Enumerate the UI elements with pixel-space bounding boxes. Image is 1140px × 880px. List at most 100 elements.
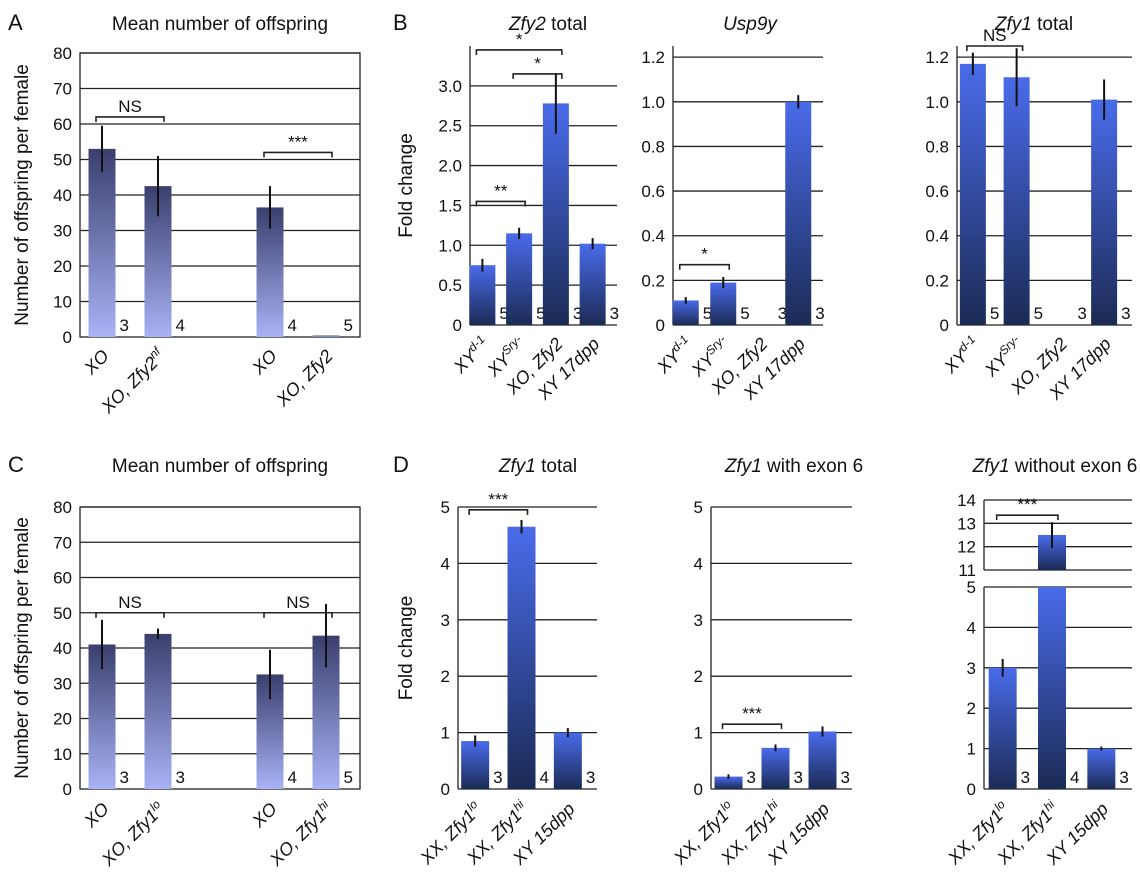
sample-size-label: 4 (1070, 768, 1079, 787)
sample-size-label: 5 (499, 304, 508, 323)
y-tick-label: 3.0 (438, 77, 462, 96)
y-tick-label: 80 (53, 44, 72, 63)
plot-frame (79, 506, 361, 790)
y-tick-label: 0 (967, 780, 976, 799)
bar (808, 731, 837, 789)
y-tick-label: 5 (967, 578, 976, 597)
sample-size-label: 3 (747, 768, 756, 787)
y-tick-label: 0 (63, 328, 72, 347)
y-tick-label: 4 (967, 618, 976, 637)
bar (507, 526, 536, 789)
bar (1091, 99, 1118, 326)
significance-label: *** (288, 132, 308, 151)
sample-size-label: 5 (703, 304, 712, 323)
y-tick-label: 1 (441, 724, 450, 743)
significance-bracket (995, 514, 1059, 521)
category-label: XO (80, 346, 113, 379)
y-tick-label: 13 (957, 514, 976, 533)
significance-bracket (475, 49, 563, 55)
panel-b3: Zfy1 total00.20.40.60.81.01.25XYd-15XYSr… (925, 14, 1132, 404)
sample-size-label: 3 (610, 304, 619, 323)
significance-bracket (263, 611, 333, 618)
bar (988, 667, 1017, 789)
y-axis-label: Number of offspring per female (12, 517, 33, 779)
significance-bracket (263, 151, 333, 158)
bar (461, 741, 490, 789)
y-axis-label: Fold change (396, 133, 417, 238)
y-tick-label: 0.6 (925, 182, 949, 201)
bar (312, 335, 340, 337)
y-tick-label: 10 (53, 293, 72, 312)
category-label: XYd-1 (651, 332, 697, 378)
y-tick-label: 1.0 (925, 93, 949, 112)
sample-size-label: 3 (794, 768, 803, 787)
y-tick-label: 0.4 (925, 227, 949, 246)
bar (1038, 587, 1066, 789)
panel-label: D (393, 452, 409, 477)
bar (506, 233, 533, 325)
sample-size-label: 5 (344, 316, 353, 335)
significance-bracket (468, 509, 529, 515)
y-tick-label: 2 (694, 667, 703, 686)
significance-label: * (701, 245, 708, 264)
sample-size-label: 4 (288, 768, 297, 787)
y-tick-label: 0.5 (438, 276, 462, 295)
significance-label: * (534, 54, 541, 73)
sample-size-label: 3 (176, 768, 185, 787)
significance-label: *** (488, 490, 508, 509)
y-tick-label: 40 (53, 639, 72, 658)
panel-a: A Mean number of offspring Number of offsp… (8, 10, 361, 418)
sample-size-label: 5 (344, 768, 353, 787)
y-tick-label: 60 (53, 569, 72, 588)
y-tick-label: 20 (53, 710, 72, 729)
y-tick-label: 50 (53, 604, 72, 623)
sample-size-label: 3 (778, 304, 787, 323)
y-tick-label: 3 (441, 611, 450, 630)
significance-label: * (516, 30, 523, 49)
significance-bracket (966, 45, 1024, 51)
bar (553, 732, 582, 789)
y-tick-label: 5 (441, 498, 450, 517)
sample-size-label: 3 (120, 316, 129, 335)
bar (579, 243, 606, 325)
category-label: XYd-1 (448, 332, 494, 378)
sample-size-label: 5 (990, 304, 999, 323)
chart-title: Zfy1 with exon 6 (724, 456, 863, 477)
y-tick-label: 50 (53, 151, 72, 170)
chart-title: Mean number of offspring (112, 14, 328, 35)
significance-bracket (475, 200, 526, 207)
y-tick-label: 30 (53, 222, 72, 241)
chart-title: Zfy1 total (994, 14, 1073, 35)
y-tick-label: 0.6 (641, 182, 665, 201)
y-tick-label: 4 (441, 554, 450, 573)
bar (144, 633, 172, 789)
significance-label: NS (118, 97, 142, 116)
sample-size-label: 5 (1034, 304, 1043, 323)
y-tick-label: 0.8 (641, 137, 665, 156)
y-tick-label: 2 (967, 699, 976, 718)
bar (256, 207, 284, 337)
y-tick-label: 4 (694, 554, 703, 573)
y-tick-label: 0 (940, 316, 949, 335)
y-tick-label: 1.0 (438, 236, 462, 255)
y-tick-label: 1 (694, 724, 703, 743)
category-label: XYd-1 (938, 332, 984, 378)
significance-label: NS (286, 593, 310, 612)
panel-b1: B Zfy2 total Fold change 0 0.5 1.0 1.5 2.0 2.5 3.… (393, 10, 619, 404)
bar (469, 265, 496, 325)
sample-size-label: 5 (740, 304, 749, 323)
sample-size-label: 3 (586, 768, 595, 787)
sample-size-label: 3 (841, 768, 850, 787)
y-tick-label: 14 (957, 491, 976, 510)
y-axis-label: Number of offspring per female (12, 64, 33, 326)
bar (710, 282, 737, 325)
chart-title: Zfy2 total (508, 14, 587, 35)
significance-label: *** (742, 704, 762, 723)
bar (761, 747, 790, 789)
y-tick-label: 1.2 (925, 48, 949, 67)
y-tick-label: 60 (53, 115, 72, 134)
